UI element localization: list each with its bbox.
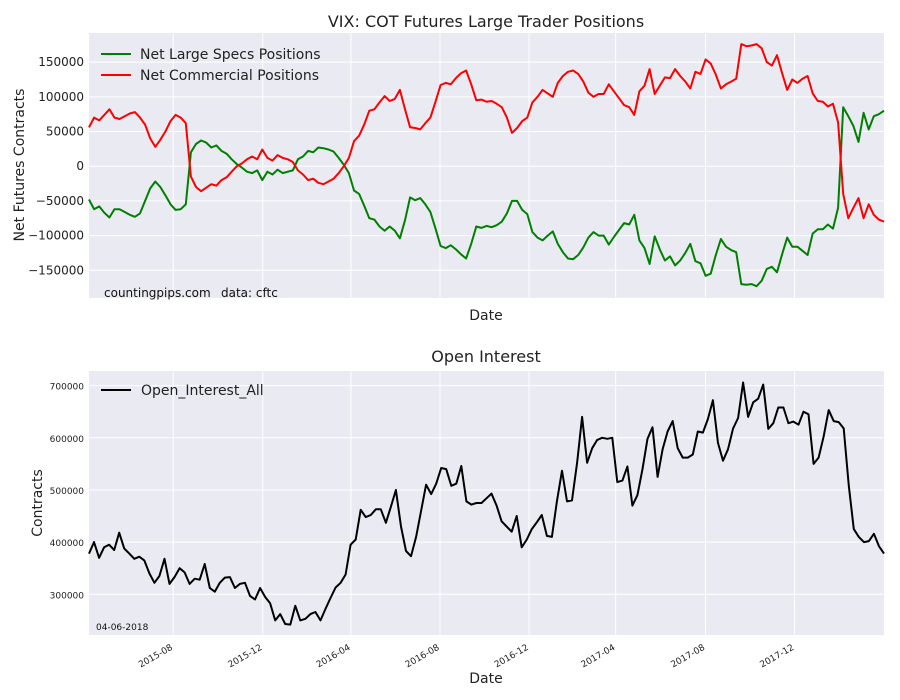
y-tick-label: 700000 <box>50 383 85 393</box>
y-tick-label: 0 <box>76 159 84 173</box>
bottom-x-ticks: 2015-08 2015-12 2016-04 2016-08 2016-12 2017-… <box>0 642 796 670</box>
y-tick-label: 50000 <box>46 125 84 139</box>
y-tick-label: −100000 <box>28 229 84 243</box>
legend-label-commercial: Net Commercial Positions <box>140 68 319 84</box>
series-line-0 <box>88 106 885 288</box>
x-tick-label: 2017-04 <box>580 643 618 671</box>
y-tick-label: 500000 <box>50 487 85 497</box>
x-tick-label: 2017-08 <box>669 643 707 671</box>
top-series-lines <box>88 43 885 288</box>
top-title: VIX: COT Futures Large Trader Positions <box>328 12 644 31</box>
series-line-0 <box>88 381 885 626</box>
x-tick-label: 2015-12 <box>227 643 265 670</box>
series-line-1 <box>88 43 885 223</box>
y-tick-label: 300000 <box>50 591 85 601</box>
legend-label-large-specs: Net Large Specs Positions <box>140 47 321 63</box>
top-y-axis-label: Net Futures Contracts <box>12 89 28 242</box>
x-tick-label: 2015-08 <box>137 643 175 671</box>
bottom-x-axis-label: Date <box>469 671 502 687</box>
y-tick-label: −150000 <box>28 263 84 277</box>
top-x-axis-label: Date <box>469 308 502 324</box>
bottom-series-lines <box>88 381 885 626</box>
top-legend: Net Large Specs Positions Net Commercial… <box>101 47 321 84</box>
y-tick-label: 400000 <box>50 539 85 549</box>
bottom-grid <box>89 371 884 635</box>
x-tick-label: 2016-08 <box>404 643 442 671</box>
y-tick-label: 150000 <box>38 55 84 69</box>
top-y-ticks: 150000 100000 50000 0 −50000 −100000 −150000 <box>28 55 84 277</box>
bottom-title: Open Interest <box>431 347 540 366</box>
legend-label-open-interest: Open_Interest_All <box>141 383 264 399</box>
date-annotation: 04-06-2018 <box>96 623 149 633</box>
bottom-plot-background <box>89 371 884 635</box>
x-tick-label: 2017-12 <box>758 643 796 670</box>
top-plot-background <box>89 33 884 298</box>
y-tick-label: −50000 <box>36 194 84 208</box>
x-tick-label: 2016-12 <box>493 643 531 670</box>
bottom-y-ticks: 700000 600000 500000 400000 300000 <box>50 383 85 602</box>
data-annotation: data: cftc <box>221 286 278 300</box>
bottom-y-axis-label: Contracts <box>30 469 46 537</box>
top-grid <box>89 33 884 298</box>
x-tick-label: 2016-04 <box>315 643 353 671</box>
y-tick-label: 600000 <box>50 435 85 445</box>
source-annotation: countingpips.com <box>104 286 211 300</box>
bottom-legend: Open_Interest_All <box>101 383 264 399</box>
y-tick-label: 100000 <box>38 90 84 104</box>
